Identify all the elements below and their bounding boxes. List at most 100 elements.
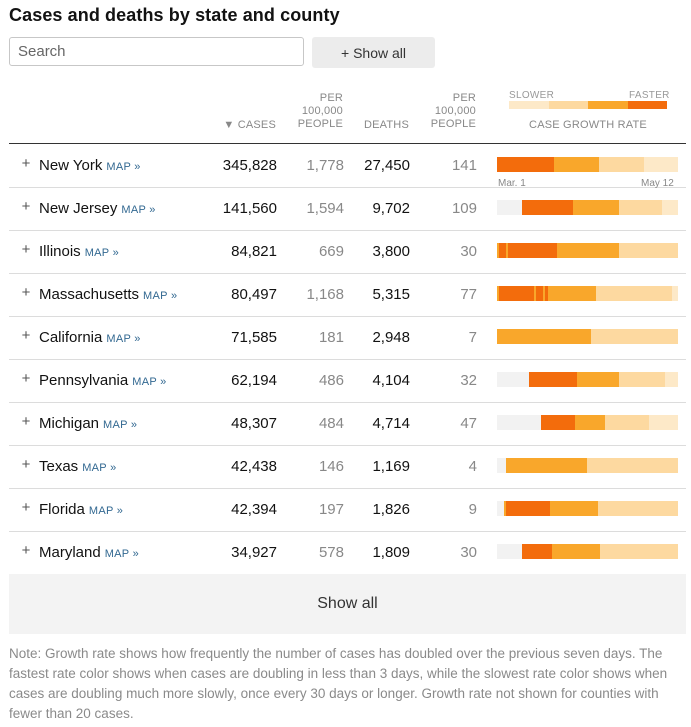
growth-rate-segment bbox=[554, 200, 557, 215]
growth-rate-segment bbox=[522, 200, 525, 215]
growth-rate-segment bbox=[559, 200, 562, 215]
deaths-per-100k-value: 4 bbox=[468, 458, 477, 475]
growth-rate-segment bbox=[669, 544, 672, 559]
growth-rate-segment bbox=[621, 372, 624, 387]
expand-icon[interactable]: + bbox=[21, 241, 31, 258]
expand-icon[interactable]: + bbox=[21, 499, 31, 516]
growth-rate-segment bbox=[614, 458, 617, 473]
map-link[interactable]: MAP » bbox=[82, 462, 117, 474]
map-link[interactable]: MAP » bbox=[104, 548, 140, 560]
state-name[interactable]: Pennsylvania MAP » bbox=[39, 372, 167, 389]
growth-rate-segment bbox=[529, 243, 532, 258]
growth-rate-segment bbox=[515, 501, 518, 516]
growth-rate-segment bbox=[533, 544, 537, 559]
growth-rate-segment bbox=[673, 415, 677, 430]
map-link[interactable]: MAP » bbox=[103, 419, 138, 431]
growth-rate-segment bbox=[600, 372, 603, 387]
growth-rate-segment bbox=[519, 200, 523, 215]
growth-rate-segment bbox=[584, 415, 587, 430]
growth-rate-segment bbox=[531, 200, 534, 215]
map-link[interactable]: MAP » bbox=[143, 290, 178, 302]
state-name[interactable]: California MAP » bbox=[39, 329, 141, 346]
map-link[interactable]: MAP » bbox=[88, 505, 124, 517]
table-row[interactable]: + Massachusetts MAP » 80,497 1,168 5,315 77 bbox=[9, 273, 686, 317]
growth-rate-segment bbox=[577, 329, 580, 344]
expand-icon[interactable]: + bbox=[21, 198, 31, 215]
expand-icon[interactable]: + bbox=[21, 542, 31, 559]
growth-rate-segment bbox=[673, 372, 677, 387]
growth-rate-segment bbox=[609, 243, 612, 258]
growth-rate-segment bbox=[634, 415, 638, 430]
map-link[interactable]: MAP » bbox=[84, 247, 119, 259]
table-row[interactable]: + New Jersey MAP » 141,560 1,594 9,702 109 bbox=[9, 187, 686, 231]
table-row[interactable]: + Pennsylvania MAP » 62,194 486 4,104 32 bbox=[9, 359, 686, 403]
growth-rate-segment bbox=[552, 458, 555, 473]
growth-rate-segment bbox=[554, 329, 557, 344]
table-row[interactable]: + Michigan MAP » 48,307 484 4,714 47 bbox=[9, 402, 686, 446]
cases-header[interactable]: ▼ CASES bbox=[200, 119, 276, 132]
table-row[interactable]: + Texas MAP » 42,438 146 1,169 4 bbox=[9, 445, 686, 489]
growth-rate-segment bbox=[602, 329, 605, 344]
growth-rate-segment bbox=[577, 243, 580, 258]
table-row[interactable]: + Maryland MAP » 34,927 578 1,809 30 bbox=[9, 531, 686, 575]
table-row[interactable]: + Illinois MAP » 84,821 669 3,800 30 bbox=[9, 230, 686, 274]
expand-icon[interactable]: + bbox=[21, 327, 31, 344]
expand-icon[interactable]: + bbox=[21, 370, 31, 387]
growth-rate-segment bbox=[591, 286, 594, 301]
growth-rate-segment bbox=[588, 458, 592, 473]
growth-rate-segment bbox=[536, 243, 539, 258]
growth-rate-segment bbox=[602, 501, 605, 516]
growth-rate-segment bbox=[563, 458, 566, 473]
show-all-button[interactable]: + Show all bbox=[312, 37, 435, 68]
growth-rate-segment bbox=[655, 458, 658, 473]
growth-rate-segment bbox=[581, 243, 585, 258]
expand-icon[interactable]: + bbox=[21, 284, 31, 301]
growth-rate-segment bbox=[575, 372, 578, 387]
growth-rate-segment bbox=[653, 544, 656, 559]
map-link[interactable]: MAP » bbox=[106, 161, 141, 173]
deaths-header[interactable]: DEATHS bbox=[340, 119, 409, 132]
growth-rate-segment bbox=[577, 200, 580, 215]
growth-rate-segment bbox=[639, 415, 642, 430]
show-all-bottom-button[interactable]: Show all bbox=[9, 574, 686, 634]
map-link[interactable]: MAP » bbox=[121, 204, 156, 216]
growth-rate-segment bbox=[604, 243, 608, 258]
expand-icon[interactable]: + bbox=[21, 155, 31, 172]
growth-rate-segment bbox=[501, 243, 504, 258]
expand-icon[interactable]: + bbox=[21, 456, 31, 473]
growth-rate-segment bbox=[529, 329, 532, 344]
growth-rate-segment bbox=[607, 200, 610, 215]
growth-rate-segment bbox=[542, 329, 546, 344]
growth-rate-segment bbox=[577, 501, 580, 516]
growth-rate-segment bbox=[497, 243, 500, 258]
state-name[interactable]: Texas MAP » bbox=[39, 458, 117, 475]
growth-rate-segment bbox=[627, 415, 631, 430]
state-name[interactable]: Michigan MAP » bbox=[39, 415, 137, 432]
table-row[interactable]: + New York MAP » 345,828 1,778 27,450 141 bbox=[9, 144, 686, 188]
map-link[interactable]: MAP » bbox=[132, 376, 167, 388]
growth-rate-segment bbox=[497, 329, 500, 344]
growth-rate-segment bbox=[639, 501, 642, 516]
growth-rate-segment bbox=[601, 157, 604, 172]
growth-rate-segment bbox=[588, 415, 592, 430]
growth-rate-segment bbox=[628, 157, 632, 172]
state-name[interactable]: Massachusetts MAP » bbox=[39, 286, 177, 303]
state-name[interactable]: New York MAP » bbox=[39, 157, 141, 174]
map-link[interactable]: MAP » bbox=[106, 333, 141, 345]
growth-rate-segment bbox=[662, 501, 665, 516]
table-row[interactable]: + Florida MAP » 42,394 197 1,826 9 bbox=[9, 488, 686, 532]
growth-rate-segment bbox=[671, 329, 674, 344]
growth-rate-segment bbox=[611, 243, 615, 258]
expand-icon[interactable]: + bbox=[21, 413, 31, 430]
growth-rate-segment bbox=[531, 501, 534, 516]
state-name[interactable]: Florida MAP » bbox=[39, 501, 123, 518]
state-name[interactable]: New Jersey MAP » bbox=[39, 200, 156, 217]
state-name[interactable]: Maryland MAP » bbox=[39, 544, 139, 561]
search-input[interactable] bbox=[9, 37, 304, 66]
growth-rate-segment bbox=[593, 544, 596, 559]
growth-rate-segment bbox=[595, 372, 599, 387]
state-name[interactable]: Illinois MAP » bbox=[39, 243, 119, 260]
growth-rate-segment bbox=[552, 243, 555, 258]
growth-rate-segment bbox=[644, 200, 647, 215]
table-row[interactable]: + California MAP » 71,585 181 2,948 7 bbox=[9, 316, 686, 360]
